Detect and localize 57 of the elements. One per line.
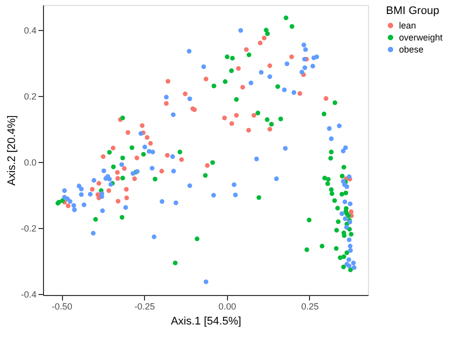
point	[148, 141, 153, 146]
legend-title: BMI Group	[386, 5, 440, 17]
point	[132, 176, 137, 182]
point	[164, 101, 169, 106]
x-tick-label: 0.25	[301, 302, 319, 312]
point	[204, 163, 210, 168]
point	[267, 63, 272, 68]
point	[140, 123, 145, 128]
legend-label: obese	[399, 44, 424, 54]
x-tick-label: -0.50	[52, 302, 72, 312]
point	[66, 203, 70, 208]
x-axis-title: Axis.1 [54.5%]	[170, 316, 242, 328]
point	[116, 198, 120, 204]
point	[258, 40, 263, 46]
y-tick-label: 0.0	[24, 157, 36, 168]
point	[234, 112, 239, 118]
point	[262, 36, 267, 40]
x-tick-label: 0.00	[218, 302, 236, 312]
point	[90, 186, 95, 192]
point	[267, 126, 272, 132]
point	[252, 112, 256, 118]
point	[115, 170, 120, 175]
point	[126, 130, 130, 135]
point	[179, 157, 184, 162]
point	[124, 196, 129, 200]
point	[166, 78, 170, 84]
point	[115, 176, 120, 181]
point	[246, 128, 251, 133]
y-axis-title: Axis.2 [20.4%]	[6, 115, 18, 186]
point	[240, 84, 246, 90]
point	[324, 96, 328, 101]
point	[289, 54, 294, 60]
point	[124, 186, 129, 192]
point	[244, 47, 249, 52]
point	[106, 188, 112, 193]
point	[164, 152, 170, 158]
point	[298, 91, 302, 96]
point	[122, 166, 127, 171]
y-tick-label: -0.4	[20, 290, 36, 300]
point	[348, 209, 354, 214]
point	[134, 156, 140, 160]
y-tick-label: -0.2	[20, 223, 36, 234]
point	[110, 146, 116, 150]
legend-label: overweight	[399, 32, 444, 42]
point	[236, 66, 241, 71]
y-tick-label: 0.4	[24, 25, 36, 36]
point	[182, 92, 188, 96]
point	[229, 121, 234, 126]
x-tick-label: -0.25	[134, 302, 155, 312]
point	[159, 168, 164, 174]
point	[222, 116, 227, 120]
y-tick-label: 0.2	[24, 91, 36, 102]
legend-label: lean	[399, 20, 416, 30]
point	[144, 135, 150, 140]
point	[100, 154, 106, 159]
point	[96, 181, 102, 186]
point	[204, 76, 208, 82]
